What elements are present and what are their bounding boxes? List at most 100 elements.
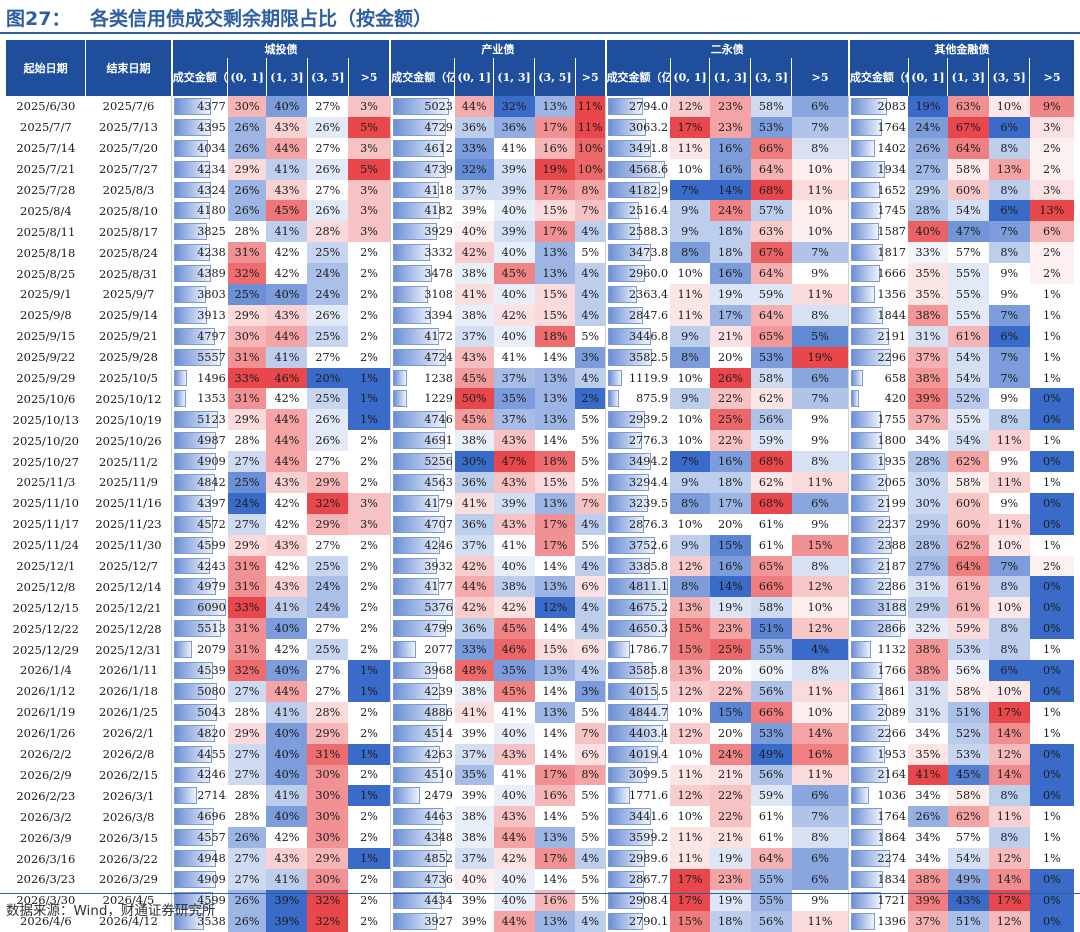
amount-cell: 3099.5 bbox=[605, 764, 671, 786]
share-cell: 27% bbox=[908, 158, 948, 180]
share-cell: 3% bbox=[348, 96, 391, 117]
end-date-cell: 2025/7/6 bbox=[102, 99, 155, 114]
amount-bar bbox=[851, 223, 879, 241]
share-cell: 13% bbox=[534, 263, 576, 285]
share-cell: 32% bbox=[307, 910, 349, 932]
amount-bar bbox=[392, 515, 446, 533]
amount-bar bbox=[608, 620, 666, 638]
share-cell: 60% bbox=[947, 492, 989, 514]
table-row: 2026/1/19 2026/1/25 5043 28% 41% 28% 2% 4886 41%… bbox=[6, 701, 1074, 723]
share-cell: 5% bbox=[348, 158, 391, 180]
share-cell: 33% bbox=[227, 367, 267, 389]
amount-cell: 4707 bbox=[389, 513, 455, 535]
amount-bar bbox=[392, 265, 432, 283]
amount-bar bbox=[608, 160, 665, 178]
amount-value: 4434 bbox=[424, 893, 453, 907]
amount-bar bbox=[851, 850, 891, 867]
table-row: 2025/10/20 2025/10/26 4987 28% 44% 26% 2% 4691 3… bbox=[6, 430, 1074, 452]
amount-bar bbox=[851, 745, 885, 763]
share-cell: 6% bbox=[575, 576, 606, 598]
table-row: 2025/9/29 2025/10/5 1496 33% 46% 20% 1% 1238 45%… bbox=[6, 367, 1074, 389]
amount-bar bbox=[851, 369, 863, 387]
amount-value: 5513 bbox=[197, 622, 226, 636]
amount-value: 3968 bbox=[424, 663, 453, 677]
end-date-cell: 2025/12/7 bbox=[98, 559, 158, 574]
amount-bar bbox=[608, 641, 631, 659]
share-cell: 8% bbox=[988, 137, 1030, 159]
amount-cell: 4510 bbox=[389, 764, 455, 786]
share-cell: 27% bbox=[307, 618, 349, 640]
amount-bar bbox=[851, 515, 890, 533]
share-cell: 52% bbox=[947, 388, 989, 410]
amount-value: 1771.6 bbox=[628, 789, 669, 803]
share-cell: 9% bbox=[670, 221, 710, 243]
share-cell: 15% bbox=[534, 639, 576, 661]
amount-value: 4395 bbox=[197, 120, 226, 134]
share-cell: 62% bbox=[947, 451, 989, 473]
share-cell: 27% bbox=[307, 137, 349, 159]
share-cell: 54% bbox=[947, 367, 989, 389]
share-cell: 12% bbox=[670, 785, 710, 807]
amount-value: 4034 bbox=[197, 141, 226, 155]
share-cell: 8% bbox=[988, 827, 1030, 849]
end-date-cell: 2025/11/2 bbox=[98, 454, 158, 469]
end-date-header: 结束日期 bbox=[85, 40, 172, 96]
table-row: 2025/6/30 2025/7/6 4377 30% 40% 27% 3% 5023 44% 3… bbox=[6, 96, 1074, 117]
share-cell: 39% bbox=[454, 722, 494, 744]
amount-value: 2714 bbox=[197, 789, 226, 803]
share-cell: 9% bbox=[791, 889, 849, 911]
share-cell: 42% bbox=[493, 848, 535, 869]
share-cell: 13% bbox=[534, 660, 576, 681]
start-date-cell: 2025/10/6 bbox=[16, 391, 76, 406]
amount-cell: 2089 bbox=[848, 701, 909, 723]
amount-cell: 1587 bbox=[848, 221, 909, 243]
amount-bar bbox=[851, 244, 883, 262]
share-cell: 11% bbox=[988, 472, 1030, 493]
share-cell: 10% bbox=[670, 743, 710, 765]
share-cell: 21% bbox=[709, 325, 751, 347]
amount-bar bbox=[392, 453, 452, 471]
table-row: 2025/11/10 2025/11/16 4397 24% 42% 32% 3% 4179 4… bbox=[6, 492, 1074, 514]
share-cell: 43% bbox=[454, 346, 494, 368]
share-cell: 67% bbox=[750, 242, 792, 264]
amount-cell: 2388 bbox=[848, 534, 909, 556]
amount-bar bbox=[174, 202, 210, 220]
share-cell: 32% bbox=[307, 889, 349, 911]
amount-bar bbox=[392, 223, 437, 241]
amount-header: 成交金额（亿元） bbox=[170, 58, 228, 96]
share-cell: 6% bbox=[575, 639, 606, 661]
amount-cell: 2588.3 bbox=[605, 221, 671, 243]
share-cell: 8% bbox=[791, 660, 849, 681]
end-date-cell: 2025/12/21 bbox=[95, 600, 162, 615]
share-cell: 10% bbox=[670, 430, 710, 452]
share-cell: 44% bbox=[454, 576, 494, 598]
share-cell: 44% bbox=[266, 451, 308, 473]
amount-bar bbox=[851, 787, 870, 805]
amount-cell: 875.9 bbox=[605, 388, 671, 410]
share-cell: 17% bbox=[534, 179, 576, 201]
amount-cell: 4563 bbox=[389, 472, 455, 493]
share-cell: 39% bbox=[493, 158, 535, 180]
share-cell: 9% bbox=[791, 409, 849, 431]
end-date-cell: 2026/3/1 bbox=[102, 788, 155, 803]
amount-cell: 2274 bbox=[848, 848, 909, 869]
share-cell: 16% bbox=[709, 451, 751, 473]
share-cell: 8% bbox=[988, 409, 1030, 431]
share-cell: 36% bbox=[454, 513, 494, 535]
amount-value: 2479 bbox=[424, 789, 453, 803]
title-bar: 图27： 各类信用债成交剩余期限占比（按金额） bbox=[0, 0, 1080, 34]
amount-cell: 4820 bbox=[171, 722, 228, 744]
amount-value: 4510 bbox=[424, 768, 453, 782]
share-cell: 28% bbox=[227, 785, 267, 807]
share-cell: 26% bbox=[307, 200, 349, 222]
share-cell: 41% bbox=[493, 137, 535, 159]
amount-value: 3332 bbox=[424, 246, 453, 260]
amount-cell: 4118 bbox=[389, 179, 455, 201]
amount-value: 5043 bbox=[197, 705, 226, 719]
table-row: 2026/3/23 2026/3/29 4909 27% 41% 30% 2% 4736 40%… bbox=[6, 868, 1074, 890]
share-cell: 16% bbox=[534, 137, 576, 159]
share-cell: 4% bbox=[575, 660, 606, 681]
amount-value: 2847.6 bbox=[628, 308, 669, 322]
share-cell: 6% bbox=[988, 660, 1030, 681]
amount-value: 4987 bbox=[197, 434, 226, 448]
